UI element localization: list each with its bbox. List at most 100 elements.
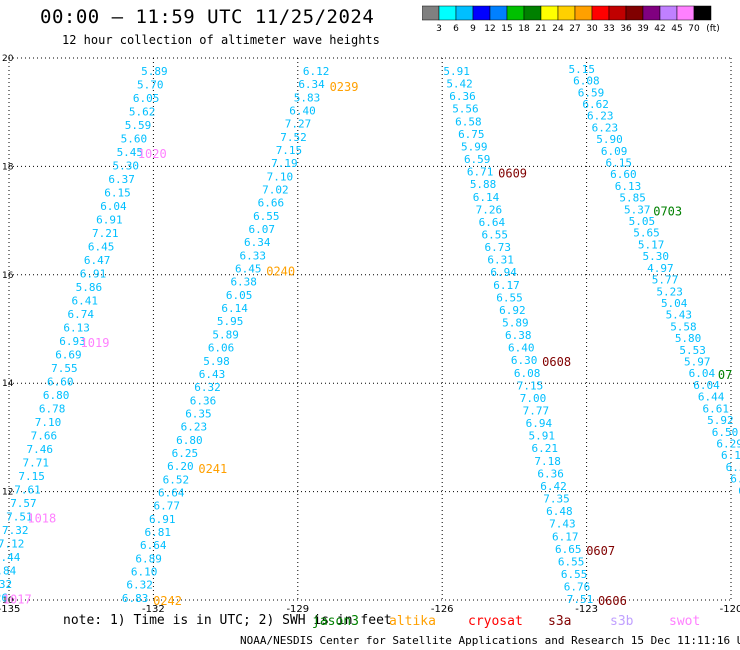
pass-time-label: 0703 [653,204,682,218]
wave-height-value: 7.51 [6,510,33,523]
wave-height-value: 6.07 [249,223,276,236]
wave-height-value: 6.21 [531,442,558,455]
wave-height-value: 5.86 [76,281,103,294]
wave-height-value: 6.35 [185,407,212,420]
lon-tick-label: -123 [575,604,598,615]
wave-height-value: 6.33 [239,249,266,262]
wave-height-value: 5.89 [141,65,168,78]
lat-tick-label: 18 [2,162,14,172]
wave-height-value: 5.58 [670,320,697,333]
wave-height-value: 6.61 [703,402,730,415]
wave-height-value: 5.23 [656,285,683,298]
lon-tick-label: -126 [431,604,454,615]
wave-height-value: 6.29 [716,437,740,450]
wave-height-value: 7.27 [285,118,312,131]
wave-height-value: 6.92 [499,304,526,317]
wave-height-value: 6.09 [601,145,628,158]
wave-height-value: 6.55 [253,210,280,223]
wave-height-value: 6.83 [122,592,149,605]
legend-tick: 3 [436,24,442,34]
legend-tick: 9 [470,24,476,34]
wave-height-value: 7.15 [517,379,544,392]
wave-height-value: 8.26 [0,591,8,604]
page-title: 00:00 – 11:59 UTC 11/25/2024 [40,6,375,28]
wave-height-value: 6.91 [96,213,123,226]
wave-height-value: 6.73 [484,241,511,254]
wave-height-value: 7.26 [476,203,503,216]
wave-height-value: 7.32 [2,524,29,537]
wave-height-value: 7.35 [543,493,570,506]
wave-height-value: 5.88 [470,178,497,191]
legend-unit: (ft) [706,24,720,34]
wave-height-value: 7.00 [520,392,547,405]
wave-height-value: 6.30 [511,354,538,367]
wave-height-value: 5.98 [203,355,230,368]
wave-height-value: 6.23 [592,121,619,134]
lon-tick-label: -129 [286,604,309,615]
wave-height-value: 6.36 [537,467,564,480]
lat-tick-label: 14 [2,379,14,389]
wave-height-value: 7.10 [267,170,294,183]
wave-height-value: 6.12 [303,65,330,78]
pass-time-label: 1018 [27,511,56,525]
wave-height-value: 7.57 [10,497,37,510]
wave-height-value: 6.25 [172,447,199,460]
wave-height-value: 5.62 [129,105,156,118]
wave-height-value: 6.04 [693,379,720,392]
wave-height-value: 7.52 [280,131,307,144]
pass-time-label: 1019 [81,336,110,350]
wave-height-value: 7.12 [0,537,24,550]
wave-height-value: 6.71 [467,166,494,179]
wave-height-value: 6.74 [67,308,94,321]
wave-height-value: 5.53 [679,344,706,357]
legend-tick: 30 [586,24,598,34]
pass-time-label: 0240 [266,265,295,279]
wave-height-value: 6.40 [508,342,535,355]
wave-height-value: 6.13 [615,180,642,193]
legend-tick: 42 [654,24,665,34]
legend-tick: 6 [453,24,459,34]
wave-height-value: 5.89 [502,316,529,329]
wave-height-value: 6.75 [458,128,485,141]
wave-height-value: 6.91 [149,513,176,526]
lon-tick-label: -120 [720,604,740,615]
wave-height-value: 6.94 [490,266,517,279]
wave-height-value: 7.15 [18,470,45,483]
wave-height-value: 6.45 [88,240,115,253]
wave-height-value: 5.56 [452,103,479,116]
wave-height-value: 6.50 [712,426,739,439]
wave-height-value: 6.32 [126,579,153,592]
wave-height-value: 6.08 [573,75,600,88]
lat-tick-label: 12 [2,488,13,498]
wave-height-value: 7.84 [0,564,17,577]
footer-credit: NOAA/NESDIS Center for Satellite Applica… [240,634,740,647]
wave-height-value: 5.59 [125,119,152,132]
wave-height-value: 6.38 [230,276,257,289]
pass-time-label: 0241 [198,462,227,476]
wave-height-value: 6.58 [455,115,482,128]
wave-height-value: 7.10 [35,416,62,429]
wave-height-value: 7.51 [567,593,594,606]
wave-height-value: 6.52 [163,473,190,486]
wave-height-value: 6.32 [0,578,12,591]
wave-height-value: 5.90 [596,133,623,146]
wave-height-value: 5.43 [666,309,693,322]
wave-height-value: 6.59 [578,86,605,99]
legend-tick: 21 [535,24,546,34]
pass-time-label: 0242 [153,594,182,608]
wave-height-value: 5.91 [529,430,556,443]
pass-time-label: 0239 [330,80,359,94]
wave-height-value: 6.15 [104,186,131,199]
wave-height-value: 6.45 [235,263,262,276]
wave-height-value: 6.64 [479,216,506,229]
wave-height-value: 6.76 [564,581,591,594]
wave-height-value: 5.45 [117,146,144,159]
wave-height-value: 6.17 [552,530,579,543]
wave-height-value: 6.44 [698,391,725,404]
wave-height-value: 6.55 [482,228,509,241]
wave-height-value: 7.66 [31,429,58,442]
wave-height-value: 5.15 [569,63,596,76]
wave-height-value: 6.14 [221,302,248,315]
wave-height-value: 5.70 [137,79,164,92]
